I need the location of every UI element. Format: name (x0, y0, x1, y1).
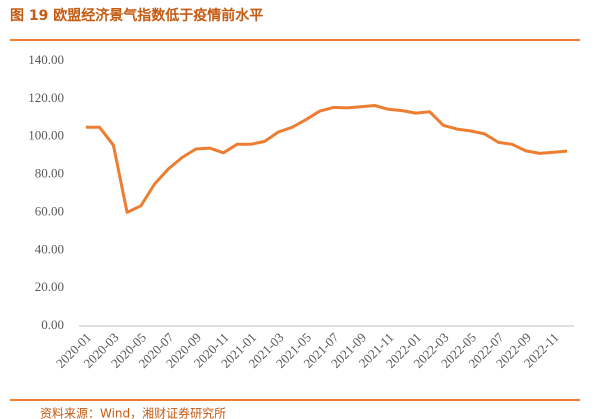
y-tick-label: 40.00 (35, 241, 64, 256)
y-tick-label: 140.00 (28, 52, 64, 67)
source-note: 资料来源：Wind，湘财证券研究所 (40, 406, 226, 419)
y-tick-label: 80.00 (35, 166, 64, 181)
y-tick-label: 0.00 (41, 317, 64, 332)
y-tick-label: 100.00 (28, 128, 64, 143)
y-tick-label: 120.00 (28, 90, 64, 105)
data-line (85, 104, 568, 214)
chart-title: 图 19 欧盟经济景气指数低于疫情前水平 (10, 7, 263, 24)
y-tick-label: 60.00 (35, 203, 64, 218)
y-tick-label: 20.00 (35, 279, 64, 294)
